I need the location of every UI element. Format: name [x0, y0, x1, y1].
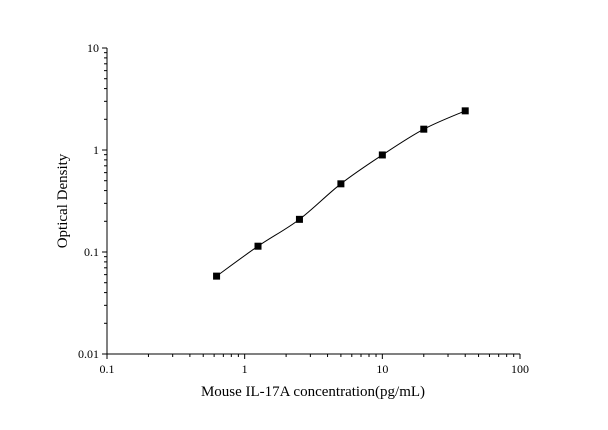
fit-curve [216, 110, 466, 277]
data-points [213, 107, 469, 280]
y-tick-label: 1 [93, 143, 99, 157]
fit-curve-layer [216, 110, 466, 277]
x-tick-label: 0.1 [100, 362, 115, 376]
x-axis-title: Mouse IL-17A concentration(pg/mL) [201, 384, 425, 400]
y-axis-title: Optical Density [55, 153, 71, 248]
y-tick-label: 0.1 [84, 245, 99, 259]
data-point-marker [295, 215, 303, 223]
data-point-marker [378, 151, 386, 159]
data-point-marker [213, 272, 221, 280]
y-tick-label: 10 [87, 41, 99, 55]
y-tick-label: 0.01 [78, 347, 99, 361]
data-point-marker [461, 107, 469, 115]
axes [106, 48, 520, 355]
x-tick-label: 1 [242, 362, 248, 376]
data-point-marker [420, 125, 428, 133]
x-tick-label: 10 [376, 362, 388, 376]
data-point-marker [254, 242, 262, 250]
x-tick-label: 100 [511, 362, 529, 376]
data-point-marker [337, 180, 345, 188]
